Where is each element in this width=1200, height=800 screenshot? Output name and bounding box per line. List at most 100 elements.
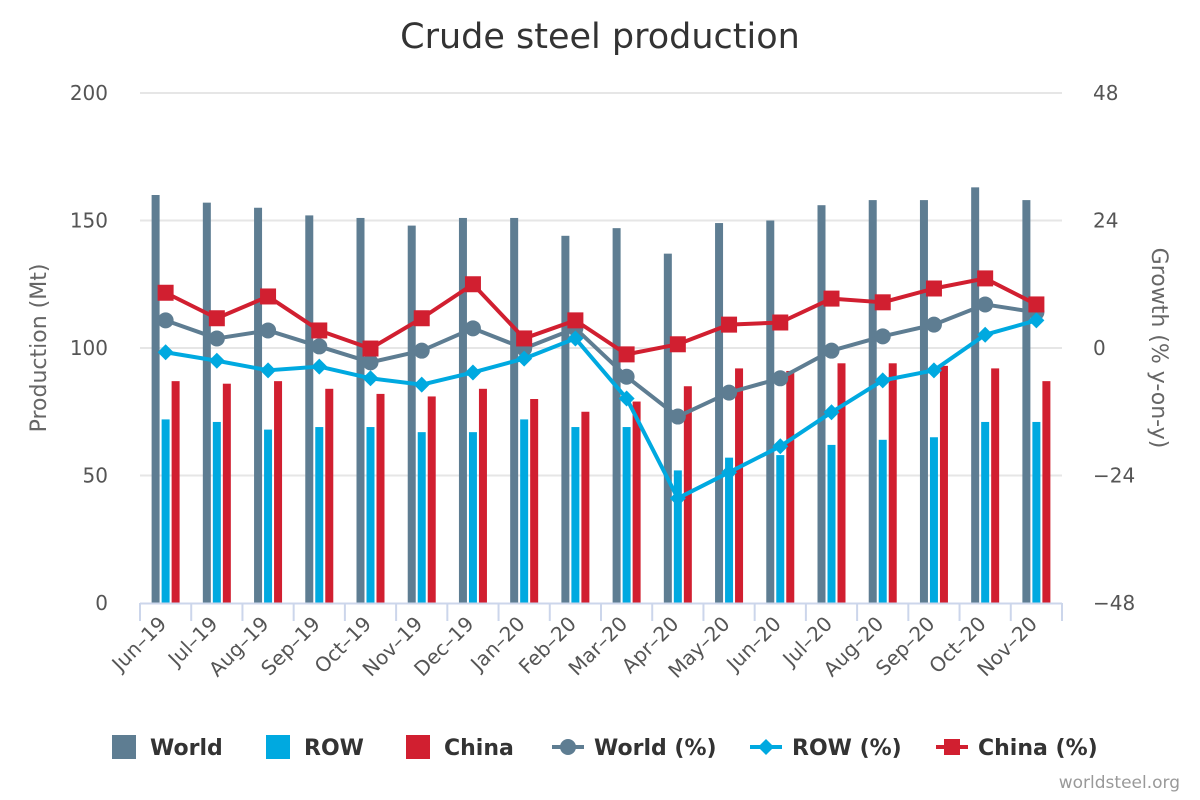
- legend-label: ROW (%): [792, 736, 902, 761]
- bar-world: [971, 187, 980, 603]
- bar-row: [366, 427, 375, 603]
- bar-world: [612, 228, 621, 603]
- bar-china: [427, 396, 436, 603]
- marker-china: [413, 310, 430, 327]
- marker-world: [464, 320, 481, 337]
- bar-china: [786, 370, 795, 603]
- marker-row: [567, 330, 584, 347]
- legend-item-world[interactable]: World: [112, 735, 223, 761]
- marker-china: [464, 276, 481, 293]
- marker-china: [977, 270, 994, 287]
- legend-swatch: [406, 735, 430, 759]
- marker-world: [311, 338, 328, 355]
- bar-row: [520, 419, 529, 603]
- bar-china: [632, 401, 641, 603]
- chart-title: Crude steel production: [400, 17, 800, 57]
- bar-row: [571, 427, 580, 603]
- gridlines: [140, 92, 1062, 477]
- marker-world: [362, 354, 379, 371]
- y-axis-right: −48 −24 0 24 48: [1093, 81, 1135, 615]
- legend-label: World (%): [594, 736, 717, 761]
- bar-row: [622, 427, 631, 603]
- bar-row: [315, 427, 324, 603]
- bar-world: [1022, 200, 1031, 603]
- bar-world: [919, 200, 928, 603]
- lines: [157, 270, 1045, 507]
- credit-link[interactable]: worldsteel.org: [1059, 773, 1180, 793]
- y-axis-title: Production (Mt): [27, 264, 52, 433]
- marker-world: [618, 368, 635, 385]
- bar-china: [376, 393, 385, 603]
- bar-row: [417, 432, 426, 603]
- legend-item-world[interactable]: World (%): [552, 736, 717, 761]
- bar-world: [356, 217, 365, 603]
- bar-china: [1042, 381, 1051, 603]
- legend-diamond-icon: [758, 739, 774, 755]
- y-axis-left: 0 50 100 150 200: [70, 81, 108, 615]
- legend: World ROW China World (%) ROW (%) China (%): [112, 735, 1098, 761]
- marker-row: [157, 344, 174, 361]
- bar-row: [725, 457, 734, 603]
- marker-row: [413, 376, 430, 393]
- bar-world: [254, 207, 263, 603]
- legend-item-row[interactable]: ROW: [266, 735, 364, 761]
- marker-row: [874, 372, 891, 389]
- bar-china: [837, 363, 846, 603]
- marker-china: [618, 346, 635, 363]
- marker-row: [311, 358, 328, 375]
- legend-label: ROW: [304, 736, 364, 761]
- y2-tick-label: 0: [1093, 336, 1106, 360]
- marker-world: [874, 328, 891, 345]
- bar-world: [151, 195, 160, 603]
- y-tick-label: 150: [70, 209, 108, 233]
- y2-tick-label: 48: [1093, 81, 1118, 105]
- bar-china: [171, 381, 180, 603]
- y-tick-label: 0: [95, 591, 108, 615]
- legend-item-china[interactable]: China (%): [936, 736, 1098, 761]
- legend-item-row[interactable]: ROW (%): [750, 736, 902, 761]
- marker-world: [413, 342, 430, 359]
- marker-china: [925, 280, 942, 297]
- bar-world: [715, 223, 724, 604]
- marker-world: [721, 384, 738, 401]
- marker-row: [977, 326, 994, 343]
- legend-label: World: [150, 736, 223, 761]
- marker-china: [208, 310, 225, 327]
- bar-world: [510, 217, 519, 603]
- marker-china: [362, 340, 379, 357]
- marker-world: [772, 370, 789, 387]
- marker-row: [925, 362, 942, 379]
- marker-row: [260, 362, 277, 379]
- marker-world: [823, 342, 840, 359]
- legend-item-china[interactable]: China: [406, 735, 514, 761]
- bar-row: [673, 470, 682, 603]
- legend-square-icon: [944, 739, 960, 755]
- marker-china: [567, 312, 584, 329]
- bar-world: [407, 225, 416, 603]
- legend-label: China (%): [978, 736, 1098, 761]
- bar-row: [161, 419, 170, 603]
- bar-world: [561, 235, 570, 604]
- legend-swatch: [266, 735, 290, 759]
- bar-world: [202, 202, 211, 603]
- bars: [151, 187, 1051, 604]
- bar-china: [478, 388, 487, 603]
- y2-tick-label: −48: [1093, 591, 1135, 615]
- marker-china: [516, 330, 533, 347]
- y2-tick-label: −24: [1093, 464, 1135, 488]
- bar-china: [991, 368, 1000, 603]
- x-axis: Jun–19Jul–19Aug–19Sep–19Oct–19Nov–19Dec–…: [106, 602, 1063, 683]
- x-tick-label: Jun–19: [106, 612, 172, 678]
- bar-china: [222, 383, 231, 603]
- marker-china: [157, 284, 174, 301]
- marker-row: [1028, 312, 1045, 329]
- marker-row: [721, 464, 738, 481]
- line-world: [164, 302, 1037, 419]
- marker-world: [925, 316, 942, 333]
- line-china: [164, 276, 1038, 357]
- bar-row: [827, 444, 836, 603]
- bar-china: [939, 365, 948, 603]
- bar-row: [264, 429, 273, 603]
- bar-china: [274, 381, 283, 603]
